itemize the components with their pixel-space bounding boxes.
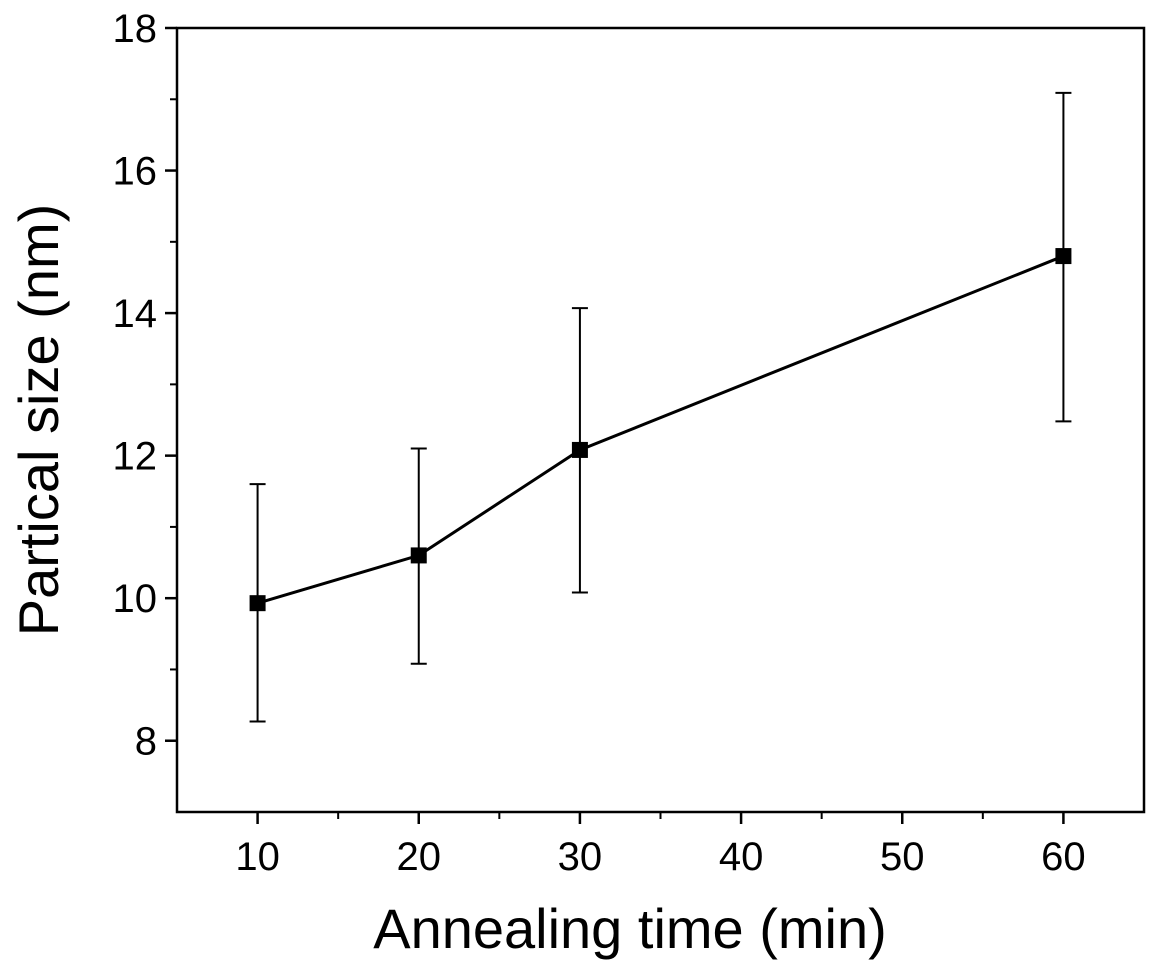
data-point	[410, 547, 427, 564]
x-tick-label: 20	[397, 835, 442, 879]
major-ticks	[165, 26, 1065, 824]
x-axis-title: Annealing time (min)	[373, 897, 887, 960]
series-line	[257, 254, 1064, 605]
y-tick-label: 18	[113, 7, 158, 51]
y-tick-label: 14	[113, 292, 158, 336]
x-tick-label: 10	[235, 835, 280, 879]
minor-ticks	[170, 98, 984, 819]
y-tick-label: 10	[113, 577, 158, 621]
data-point	[571, 441, 588, 458]
y-tick-label: 12	[113, 435, 158, 479]
x-tick-label: 40	[719, 835, 764, 879]
x-tick-label: 30	[558, 835, 603, 879]
data-point	[249, 595, 266, 612]
data-point	[1055, 248, 1072, 265]
plot-frame	[175, 26, 1146, 814]
x-tick-label: 60	[1041, 835, 1086, 879]
y-tick-label: 8	[135, 720, 157, 764]
tick-labels: 10 20 30 40 50 60 8 10 12 14 16 18	[113, 7, 1086, 879]
x-tick-label: 50	[880, 835, 925, 879]
y-tick-label: 16	[113, 150, 158, 194]
data-markers	[249, 248, 1072, 612]
error-bars	[249, 91, 1072, 723]
y-axis-title: Partical size (nm)	[7, 204, 70, 637]
